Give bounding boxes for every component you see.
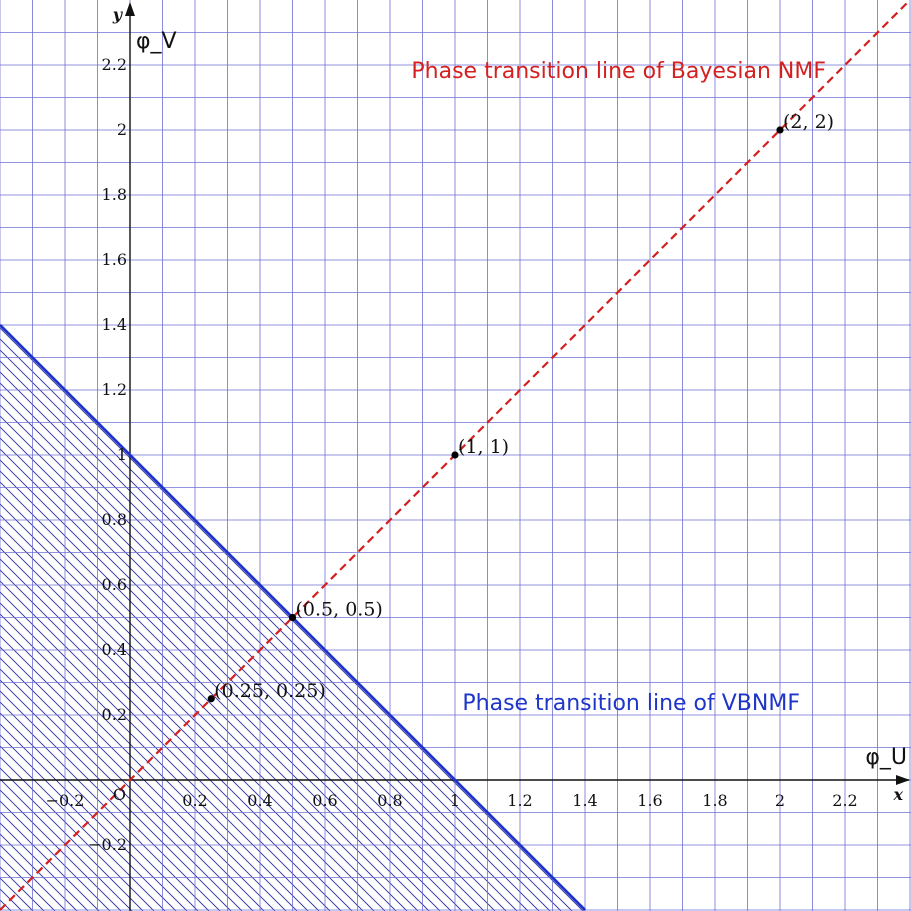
hatch-line: [0, 325, 155, 911]
hatch-line: [0, 325, 463, 911]
y-tick-label: 1.4: [102, 315, 127, 334]
point-label: (1, 1): [458, 436, 509, 458]
y-tick-label: 0.8: [102, 510, 127, 529]
hatch-line: [0, 325, 210, 911]
bayesian-nmf-annotation: Phase transition line of Bayesian NMF: [411, 59, 826, 84]
hatch-line: [0, 325, 518, 911]
y-tick-label: 1.2: [102, 380, 127, 399]
hatch-line: [0, 325, 364, 911]
hatch-line: [0, 325, 309, 911]
hatch-line: [0, 325, 562, 911]
hatch-line: [0, 325, 221, 911]
hatch-line: [0, 325, 342, 911]
hatch-line: [0, 325, 188, 911]
hatch-line: [0, 325, 397, 911]
hatch-line: [0, 325, 199, 911]
origin-label: O: [113, 785, 126, 804]
y-axis-label: φ_V: [136, 29, 177, 54]
hatch-line: [0, 325, 474, 911]
y-axis-letter: y: [112, 5, 124, 24]
y-tick-label: 2: [117, 120, 127, 139]
y-tick-label: −0.2: [88, 835, 127, 854]
hatch-line: [0, 325, 298, 911]
hatch-line: [0, 325, 353, 911]
y-tick-label: 1: [117, 445, 127, 464]
point-marker: [451, 451, 459, 459]
hatch-line: [0, 325, 430, 911]
point-label: (0.25, 0.25): [214, 680, 326, 702]
x-tick-label: 0.4: [247, 791, 272, 810]
hatch-line: [0, 325, 276, 911]
x-tick-label: 1: [450, 791, 460, 810]
hatch-line: [0, 325, 540, 911]
hatch-line: [0, 325, 419, 911]
hatch-line: [0, 325, 265, 911]
hatch-line: [0, 325, 320, 911]
hatch-line: [0, 325, 287, 911]
y-tick-label: 1.8: [102, 185, 127, 204]
hatch-line: [0, 325, 254, 911]
point-marker: [207, 695, 215, 703]
x-axis-arrow: [896, 775, 910, 785]
hatch-line: [0, 325, 529, 911]
hatch-line: [0, 325, 177, 911]
x-tick-label: 1.2: [507, 791, 532, 810]
y-tick-label: 1.6: [102, 250, 127, 269]
x-tick-label: 0.6: [312, 791, 337, 810]
hatch-line: [0, 325, 485, 911]
hatch-line: [0, 325, 166, 911]
hatch-line: [0, 325, 573, 911]
y-tick-label: 0.2: [102, 705, 127, 724]
x-tick-label: 0.2: [182, 791, 207, 810]
x-tick-label: 1.6: [637, 791, 662, 810]
hatch-line: [0, 325, 375, 911]
hatch-line: [0, 325, 441, 911]
hatch-line: [0, 325, 507, 911]
x-tick-label: 2: [775, 791, 785, 810]
hatch-line: [0, 325, 584, 911]
hatch-line: [0, 325, 232, 911]
point-marker: [288, 613, 297, 622]
tick-labels: −0.2 0.2 0.4 0.6 0.8 1 1.2 1.4 1.6 1.8 2 2.2 −0.2 0.2…: [46, 55, 858, 854]
x-tick-label: −0.2: [46, 791, 85, 810]
y-axis-arrow: [125, 2, 135, 16]
point-label: (2, 2): [783, 111, 834, 133]
hatch-line: [0, 325, 331, 911]
y-tick-label: 0.4: [102, 640, 127, 659]
hatch-line: [0, 325, 408, 911]
x-tick-label: 0.8: [377, 791, 402, 810]
x-tick-label: 1.8: [702, 791, 727, 810]
point-label: (0.5, 0.5): [296, 599, 383, 621]
point-marker: [776, 126, 784, 134]
x-axis-label: φ_U: [865, 745, 907, 770]
hatch-line: [0, 325, 243, 911]
x-tick-label: 2.2: [832, 791, 857, 810]
y-tick-label: 2.2: [102, 55, 127, 74]
x-tick-label: 1.4: [572, 791, 597, 810]
hatch-line: [0, 325, 386, 911]
hatch-line: [0, 325, 496, 911]
hatch-line: [0, 325, 452, 911]
marked-points: (0.25, 0.25) (0.5, 0.5) (1, 1) (2, 2): [207, 111, 834, 703]
vbnmf-annotation: Phase transition line of VBNMF: [462, 691, 800, 716]
x-axis-letter: x: [892, 785, 903, 804]
y-tick-label: 0.6: [102, 575, 127, 594]
hatch-line: [0, 325, 551, 911]
